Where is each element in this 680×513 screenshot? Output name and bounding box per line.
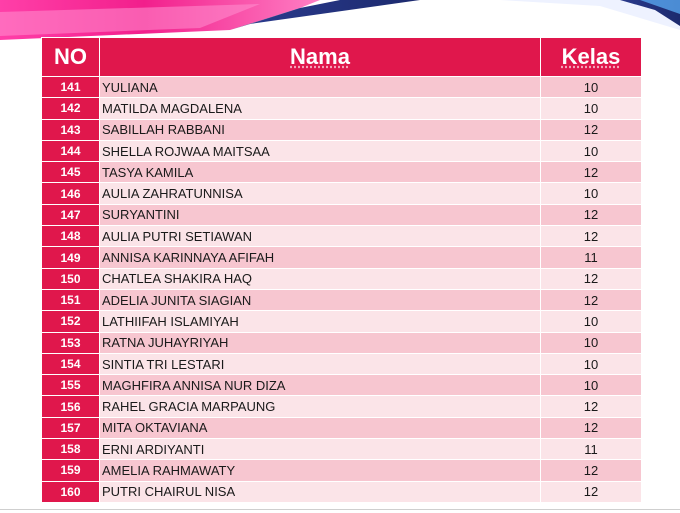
cell-nama: SHELLA ROJWAA MAITSAA: [99, 139, 541, 163]
cell-no: 150: [41, 267, 100, 290]
cell-kelas: 11: [540, 438, 642, 461]
table-row: 143 SABILLAH RABBANI 12: [41, 118, 642, 141]
table-row: 152 LATHIIFAH ISLAMIYAH 10: [41, 310, 642, 333]
cell-kelas: 10: [540, 75, 642, 99]
cell-kelas: 10: [540, 139, 642, 163]
cell-nama: LATHIIFAH ISLAMIYAH: [99, 310, 541, 333]
cell-no: 158: [41, 438, 100, 461]
table-row: 144 SHELLA ROJWAA MAITSAA 10: [41, 139, 642, 163]
table-row: 158 ERNI ARDIYANTI 11: [41, 438, 642, 461]
table-row: 147 SURYANTINI 12: [41, 203, 642, 227]
bottom-divider: [0, 509, 680, 510]
cell-kelas: 12: [540, 161, 642, 184]
table-row: 159 AMELIA RAHMAWATY 12: [41, 459, 642, 482]
table-row: 151 ADELIA JUNITA SIAGIAN 12: [41, 288, 642, 312]
table-row: 148 AULIA PUTRI SETIAWAN 12: [41, 225, 642, 248]
cell-nama: SABILLAH RABBANI: [99, 118, 541, 141]
cell-nama: RATNA JUHAYRIYAH: [99, 331, 541, 354]
column-header-kelas: Kelas: [540, 37, 642, 77]
cell-no: 160: [41, 480, 100, 503]
cell-kelas: 12: [540, 480, 642, 503]
column-header-no: NO: [41, 37, 100, 77]
table-row: 145 TASYA KAMILA 12: [41, 161, 642, 184]
cell-no: 147: [41, 203, 100, 227]
cell-kelas: 12: [540, 267, 642, 290]
cell-no: 157: [41, 416, 100, 440]
cell-no: 146: [41, 182, 100, 205]
cell-kelas: 11: [540, 246, 642, 269]
cell-nama: RAHEL GRACIA MARPAUNG: [99, 395, 541, 418]
cell-no: 153: [41, 331, 100, 354]
cell-no: 152: [41, 310, 100, 333]
cell-no: 143: [41, 118, 100, 141]
table-row: 156 RAHEL GRACIA MARPAUNG 12: [41, 395, 642, 418]
cell-kelas: 12: [540, 203, 642, 227]
cell-kelas: 10: [540, 331, 642, 354]
decorative-banner: [0, 0, 680, 40]
table-row: 146 AULIA ZAHRATUNNISA 10: [41, 182, 642, 205]
cell-kelas: 12: [540, 118, 642, 141]
cell-nama: ANNISA KARINNAYA AFIFAH: [99, 246, 541, 269]
cell-no: 142: [41, 97, 100, 120]
cell-nama: CHATLEA SHAKIRA HAQ: [99, 267, 541, 290]
cell-kelas: 12: [540, 225, 642, 248]
column-header-nama: Nama: [99, 37, 541, 77]
cell-kelas: 10: [540, 374, 642, 397]
cell-kelas: 12: [540, 395, 642, 418]
cell-no: 145: [41, 161, 100, 184]
cell-kelas: 10: [540, 182, 642, 205]
cell-nama: MAGHFIRA ANNISA NUR DIZA: [99, 374, 541, 397]
cell-nama: AULIA ZAHRATUNNISA: [99, 182, 541, 205]
cell-nama: PUTRI CHAIRUL NISA: [99, 480, 541, 503]
cell-nama: MATILDA MAGDALENA: [99, 97, 541, 120]
table-row: 154 SINTIA TRI LESTARI 10: [41, 352, 642, 376]
cell-kelas: 10: [540, 310, 642, 333]
table-row: 155 MAGHFIRA ANNISA NUR DIZA 10: [41, 374, 642, 397]
cell-kelas: 10: [540, 352, 642, 376]
cell-nama: AMELIA RAHMAWATY: [99, 459, 541, 482]
table-row: 141 YULIANA 10: [41, 75, 642, 99]
cell-kelas: 12: [540, 288, 642, 312]
cell-no: 149: [41, 246, 100, 269]
cell-nama: AULIA PUTRI SETIAWAN: [99, 225, 541, 248]
cell-nama: ADELIA JUNITA SIAGIAN: [99, 288, 541, 312]
cell-nama: SINTIA TRI LESTARI: [99, 352, 541, 376]
cell-nama: MITA OKTAVIANA: [99, 416, 541, 440]
cell-no: 154: [41, 352, 100, 376]
table-row: 149 ANNISA KARINNAYA AFIFAH 11: [41, 246, 642, 269]
table-row: 142 MATILDA MAGDALENA 10: [41, 97, 642, 120]
table-row: 160 PUTRI CHAIRUL NISA 12: [41, 480, 642, 503]
cell-kelas: 12: [540, 416, 642, 440]
cell-no: 156: [41, 395, 100, 418]
cell-nama: ERNI ARDIYANTI: [99, 438, 541, 461]
cell-no: 144: [41, 139, 100, 163]
cell-nama: TASYA KAMILA: [99, 161, 541, 184]
cell-no: 155: [41, 374, 100, 397]
cell-no: 141: [41, 75, 100, 99]
cell-nama: SURYANTINI: [99, 203, 541, 227]
header-row: NO Nama Kelas: [41, 37, 642, 77]
student-table: NO Nama Kelas 141 YULIANA 10 142 MATILDA MAG…: [41, 37, 642, 503]
cell-no: 151: [41, 288, 100, 312]
cell-kelas: 12: [540, 459, 642, 482]
table-row: 157 MITA OKTAVIANA 12: [41, 416, 642, 440]
cell-kelas: 10: [540, 97, 642, 120]
cell-nama: YULIANA: [99, 75, 541, 99]
table-row: 150 CHATLEA SHAKIRA HAQ 12: [41, 267, 642, 290]
cell-no: 159: [41, 459, 100, 482]
cell-no: 148: [41, 225, 100, 248]
table-row: 153 RATNA JUHAYRIYAH 10: [41, 331, 642, 354]
